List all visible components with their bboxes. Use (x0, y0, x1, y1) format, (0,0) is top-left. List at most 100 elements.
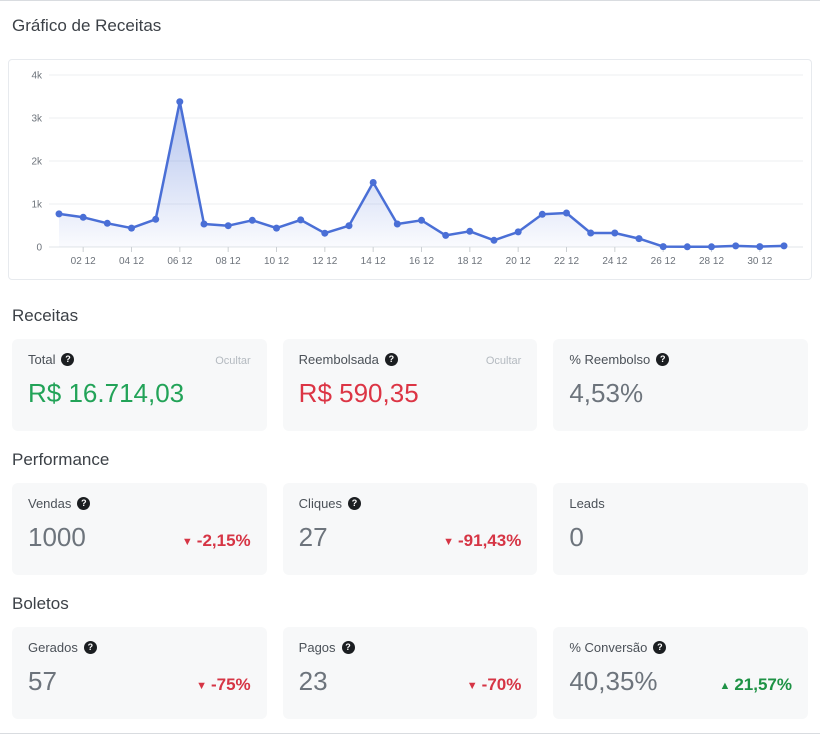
svg-text:0: 0 (36, 243, 42, 254)
stat-card-label-text: % Reembolso (569, 352, 651, 367)
help-icon[interactable]: ? (341, 641, 355, 654)
stat-card-label: Total ? (28, 352, 75, 367)
svg-text:06 12: 06 12 (167, 256, 192, 267)
stat-card-header: % Reembolso ? (569, 352, 792, 367)
stat-card-value: R$ 590,35 (298, 378, 419, 408)
stat-card-label: Pagos ? (299, 640, 355, 655)
stat-card-value: 4,53% (569, 378, 644, 408)
stat-card-label: Gerados ? (28, 640, 97, 655)
cards-row-performance: Vendas ? 1000 ▼ -2,15% Cliques ? 27 ▼ -91,… (12, 483, 809, 575)
stat-card-pagos: Pagos ? 23 ▼ -70% (282, 627, 538, 719)
svg-text:12 12: 12 12 (312, 256, 337, 267)
stat-card-delta: ▲ 21,57% (719, 675, 792, 695)
section-heading-performance: Performance (12, 450, 110, 469)
svg-text:2k: 2k (31, 157, 43, 168)
stat-card-body: 57 ▼ -75% (28, 665, 251, 697)
svg-text:30 12: 30 12 (747, 256, 772, 267)
section-heading-receitas: Receitas (12, 306, 79, 325)
stat-card-body: R$ 16.714,03 (28, 377, 251, 409)
stat-card-value: R$ 16.714,03 (28, 378, 185, 408)
stat-card-conversao: % Conversão ? 40,35% ▲ 21,57% (553, 627, 809, 719)
stat-card-label: Cliques ? (298, 496, 362, 511)
stat-card-body: 1000 ▼ -2,15% (28, 521, 251, 553)
section-performance: Performance Vendas ? 1000 ▼ -2,15% Clique… (0, 449, 820, 575)
svg-text:20 12: 20 12 (506, 256, 531, 267)
stat-card-label: Leads (569, 496, 604, 511)
stat-card-label: Vendas ? (28, 496, 91, 511)
stat-card-delta: ▼ -70% (467, 675, 522, 695)
stat-card-header: Cliques ? (299, 496, 522, 511)
delta-arrow-icon: ▼ (443, 536, 455, 548)
svg-text:22 12: 22 12 (554, 256, 579, 267)
stat-card-delta: ▼ -75% (196, 675, 251, 695)
stat-card-label-text: Leads (569, 496, 605, 511)
stat-card-leads: Leads 0 (553, 483, 809, 575)
stat-card-reembolsada: Reembolsada ? Ocultar R$ 590,35 (282, 339, 538, 431)
stat-card-label-text: % Conversão (569, 640, 648, 655)
ocultar-link[interactable]: Ocultar (485, 355, 522, 367)
stat-card-cliques: Cliques ? 27 ▼ -91,43% (282, 483, 538, 575)
stat-card-header: Total ? Ocultar (28, 352, 251, 367)
stat-card-label-text: Pagos (298, 640, 336, 655)
stat-card-body: 27 ▼ -91,43% (299, 521, 522, 553)
cards-row-receitas: Total ? Ocultar R$ 16.714,03 Reembolsada… (12, 339, 809, 431)
delta-value: -75% (210, 675, 251, 694)
stat-card-body: 0 (569, 521, 792, 553)
help-icon[interactable]: ? (348, 497, 362, 510)
stat-card-vendas: Vendas ? 1000 ▼ -2,15% (12, 483, 267, 575)
delta-arrow-icon: ▼ (466, 680, 478, 692)
section-boletos: Boletos Gerados ? 57 ▼ -75% Pagos ? 23 (0, 593, 820, 719)
stat-card-value: 27 (298, 522, 328, 552)
stat-card-label-text: Gerados (28, 640, 78, 655)
delta-value: 21,57% (734, 675, 793, 694)
ocultar-link[interactable]: Ocultar (215, 355, 251, 367)
stat-card-value: 40,35% (569, 666, 658, 696)
stat-card-header: Gerados ? (28, 640, 251, 655)
section-heading-boletos: Boletos (12, 594, 69, 613)
svg-text:04 12: 04 12 (119, 256, 144, 267)
help-icon[interactable]: ? (83, 641, 97, 654)
stat-card-value: 1000 (28, 522, 86, 552)
help-icon[interactable]: ? (656, 353, 670, 366)
help-icon[interactable]: ? (653, 641, 667, 654)
delta-value: -70% (481, 675, 522, 694)
page-title: Gráfico de Receitas (12, 16, 162, 35)
stat-card-reembolso: % Reembolso ? 4,53% (553, 339, 809, 431)
stat-card-gerados: Gerados ? 57 ▼ -75% (12, 627, 267, 719)
svg-text:26 12: 26 12 (651, 256, 676, 267)
svg-text:02 12: 02 12 (71, 256, 96, 267)
stat-card-header: Vendas ? (28, 496, 251, 511)
stat-card-body: 40,35% ▲ 21,57% (569, 665, 792, 697)
stat-card-body: 4,53% (569, 377, 792, 409)
help-icon[interactable]: ? (77, 497, 91, 510)
delta-arrow-icon: ▲ (719, 680, 731, 692)
stat-card-body: 23 ▼ -70% (299, 665, 522, 697)
stat-card-label: % Reembolso ? (569, 352, 670, 367)
revenue-chart-panel: 0 1k 2k 3k 4k 02 12 04 12 06 12 08 12 10 12 12 12 1… (8, 59, 812, 280)
svg-text:4k: 4k (31, 71, 43, 82)
stat-card-delta: ▼ -2,15% (182, 531, 251, 551)
help-icon[interactable]: ? (61, 353, 75, 366)
svg-text:1k: 1k (31, 200, 43, 211)
svg-text:10 12: 10 12 (264, 256, 289, 267)
stat-card-label-text: Cliques (298, 496, 343, 511)
stat-card-value: 23 (298, 666, 328, 696)
svg-text:14 12: 14 12 (361, 256, 386, 267)
stat-card-label-text: Vendas (28, 496, 72, 511)
stat-card-header: Pagos ? (299, 640, 522, 655)
help-icon[interactable]: ? (384, 353, 398, 366)
svg-text:18 12: 18 12 (457, 256, 482, 267)
stat-card-delta: ▼ -91,43% (443, 531, 521, 551)
delta-value: -2,15% (196, 531, 251, 550)
stat-card-body: R$ 590,35 (299, 377, 522, 409)
delta-value: -91,43% (458, 531, 522, 550)
stat-card-value: 0 (569, 522, 584, 552)
stat-card-label: % Conversão ? (569, 640, 667, 655)
stat-card-header: Reembolsada ? Ocultar (299, 352, 522, 367)
section-receitas: Receitas Total ? Ocultar R$ 16.714,03 Re… (0, 305, 820, 431)
stat-card-header: % Conversão ? (569, 640, 792, 655)
svg-text:3k: 3k (31, 114, 43, 125)
stat-card-label-text: Total (28, 352, 56, 367)
cards-row-boletos: Gerados ? 57 ▼ -75% Pagos ? 23 ▼ -70% (12, 627, 809, 719)
delta-arrow-icon: ▼ (196, 680, 207, 692)
